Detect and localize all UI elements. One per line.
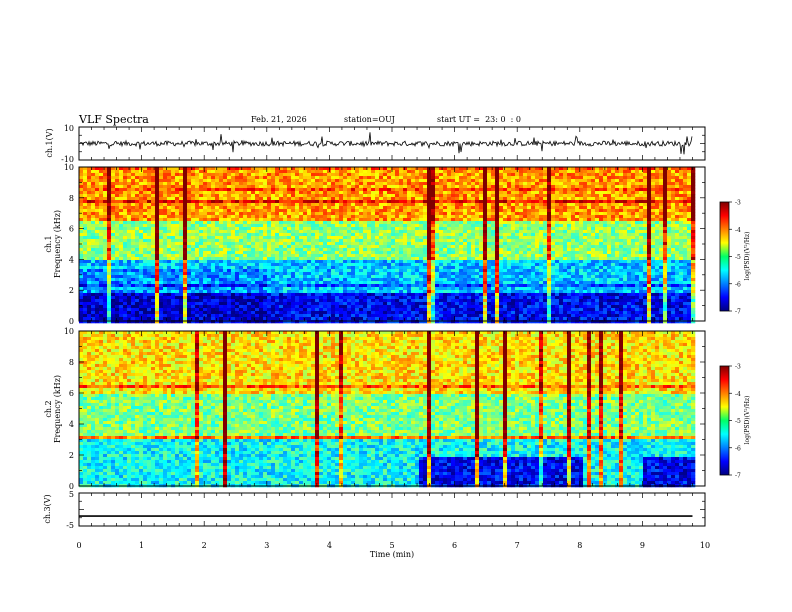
frequency-tick-label: 8: [69, 358, 74, 367]
ch1-channel-label: ch.1: [44, 235, 53, 252]
time-tick-label: 0: [76, 541, 81, 550]
time-tick-label: 3: [264, 541, 269, 550]
colorbar-tick-label: -3: [735, 200, 741, 207]
ch1-frequency-ticklabels: 0 2 4 6 8 10: [64, 163, 74, 326]
frequency-tick-label: 0: [69, 482, 74, 491]
time-tick-label: 2: [202, 541, 207, 550]
ch1-spectrogram: [79, 167, 696, 324]
ch2-spectrogram-ticks: [78, 330, 706, 487]
colorbar-tick-label: -5: [735, 418, 741, 425]
ch3-panel: 5 -5 ch.3(V) 0 1 2 3 4 5 6 7 8 9 10 Time (min): [43, 490, 710, 559]
time-ticklabels: 0 1 2 3 4 5 6 7 8 9 10: [76, 541, 710, 550]
colorbar-tick-label: -7: [735, 309, 741, 316]
ch1-waveform-panel: 10 -10 ch.1(V): [45, 124, 706, 164]
start-time-label: start UT = 23: 0 : 0: [437, 115, 522, 124]
time-tick-label: 8: [577, 541, 582, 550]
colorbar-tick-label: -4: [735, 391, 741, 398]
frequency-tick-label: 10: [64, 163, 74, 172]
time-axis-label: Time (min): [370, 550, 414, 559]
ch1-ticks: [78, 126, 706, 161]
ch2-channel-label: ch.2: [44, 400, 53, 417]
colorbar-tick-label: -3: [735, 364, 741, 371]
figure-title: VLF Spectra: [79, 113, 149, 126]
colorbar-tick-label: -7: [735, 473, 741, 480]
time-tick-label: 9: [640, 541, 645, 550]
time-tick-label: 5: [389, 541, 394, 550]
frequency-tick-label: 4: [69, 420, 74, 429]
frequency-tick-label: 10: [64, 327, 74, 336]
ch2-frequency-ticklabels: 0 2 4 6 8 10: [64, 327, 74, 491]
frequency-tick-label: 8: [69, 194, 74, 203]
ch2-spectrogram-panel: 0 2 4 6 8 10 ch.2 Frequency (kHz) -3 -4 -5 -6 -7 …: [44, 327, 751, 491]
time-tick-label: 6: [452, 541, 457, 550]
time-tick-label: 4: [327, 541, 332, 550]
ch1-waveform-line: [79, 132, 693, 155]
frequency-tick-label: 4: [69, 255, 74, 264]
ch1-spectrogram-panel: 0 2 4 6 8 10 ch.1 Frequency (kHz) -3 -4 -5 -6 -7 …: [44, 163, 751, 326]
ch1-spectrogram-ticks: [78, 166, 706, 322]
ch1-ytick-top: 10: [64, 124, 74, 133]
ch3-ylabel: ch.3(V): [43, 494, 52, 523]
frequency-tick-label: 2: [69, 451, 74, 460]
ch2-spectrogram: [79, 331, 696, 488]
ch3-ticks: [78, 492, 706, 527]
frequency-tick-label: 2: [69, 286, 74, 295]
colorbar-tick-label: -6: [735, 445, 741, 452]
ch1-colorbar: -3 -4 -5 -6 -7 log(PSD)(V²/Hz): [719, 200, 751, 316]
time-tick-label: 7: [515, 541, 520, 550]
frequency-tick-label: 0: [69, 317, 74, 326]
ch3-ytick-top: 5: [69, 490, 74, 499]
ch2-colorbar: -3 -4 -5 -6 -7 log(PSD)(V²/Hz): [719, 364, 751, 480]
ch1-ytick-bottom: -10: [61, 155, 74, 164]
colorbar-tick-label: -4: [735, 227, 741, 234]
colorbar-tick-label: -6: [735, 281, 741, 288]
date-label: Feb. 21, 2026: [251, 115, 307, 124]
ch1-ylabel: ch.1(V): [45, 128, 54, 157]
frequency-tick-label: 6: [69, 389, 74, 398]
ch2-colorbar-label: log(PSD)(V²/Hz): [744, 396, 751, 445]
ch1-frequency-label: Frequency (kHz): [53, 210, 62, 278]
colorbar-tick-label: -5: [735, 254, 741, 261]
ch1-colorbar-label: log(PSD)(V²/Hz): [744, 232, 751, 281]
ch2-frequency-label: Frequency (kHz): [53, 375, 62, 443]
frequency-tick-label: 6: [69, 225, 74, 234]
time-tick-label: 1: [139, 541, 144, 550]
time-tick-label: 10: [700, 541, 710, 550]
ch3-ytick-bottom: -5: [66, 521, 74, 530]
station-label: station=OUJ: [344, 115, 395, 124]
